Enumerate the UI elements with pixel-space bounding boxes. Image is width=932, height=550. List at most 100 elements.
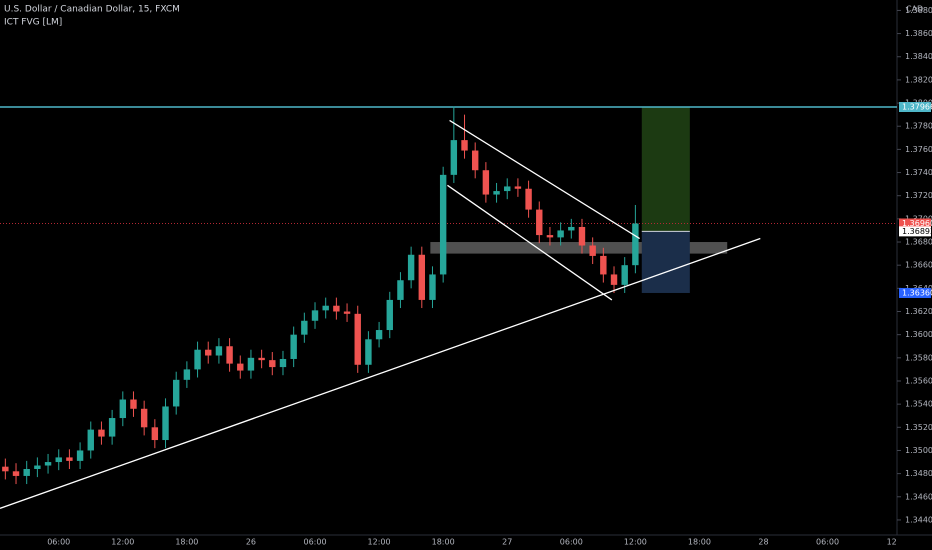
candle-body xyxy=(333,305,340,312)
x-tick-label: 26 xyxy=(246,538,256,547)
target-zone xyxy=(641,107,690,232)
price-label-box xyxy=(899,226,931,237)
candle-body xyxy=(269,360,276,368)
trendline xyxy=(0,237,761,509)
price-label: 1.36960 xyxy=(902,219,932,228)
candle-body xyxy=(568,226,575,231)
candle-body xyxy=(461,140,468,151)
x-tick-label: 18:00 xyxy=(688,538,711,547)
x-tick-label: 12:00 xyxy=(368,538,391,547)
candle-body xyxy=(386,299,393,331)
candle-body xyxy=(258,357,265,361)
x-tick-label: 27 xyxy=(502,538,512,547)
candle-body xyxy=(34,465,41,469)
candle-body xyxy=(98,429,105,437)
candle-body xyxy=(450,140,458,175)
candle-body xyxy=(237,363,244,371)
y-tick-label: 1.35400 xyxy=(905,400,932,409)
y-tick-label: 1.37600 xyxy=(905,145,932,154)
candle-body xyxy=(279,358,287,368)
candle-body xyxy=(429,274,436,300)
y-tick-label: 1.37800 xyxy=(905,122,932,131)
price-label-box xyxy=(899,218,931,229)
candle-body xyxy=(589,245,596,256)
candle-body xyxy=(87,429,94,451)
y-tick-label: 1.34800 xyxy=(905,469,932,478)
candle-body xyxy=(557,230,564,238)
candle-body xyxy=(536,209,543,236)
candle-body xyxy=(140,408,148,428)
indicator-name: ICT FVG [LM] xyxy=(4,18,62,28)
candle-body xyxy=(621,265,628,285)
candle-body xyxy=(322,305,329,311)
price-label-box xyxy=(899,287,931,298)
y-tick-label: 1.35600 xyxy=(905,376,932,385)
candle-body xyxy=(183,369,191,380)
x-tick-label: 28 xyxy=(758,538,768,547)
candle-body xyxy=(578,226,586,246)
candle-body xyxy=(215,346,223,356)
candle-body xyxy=(365,339,372,365)
candle-body xyxy=(162,406,169,441)
y-tick-label: 1.38200 xyxy=(905,75,932,84)
candle-body xyxy=(354,313,361,365)
y-tick-label: 1.34400 xyxy=(905,515,932,524)
candle-body xyxy=(343,311,351,314)
candle-body xyxy=(247,357,255,371)
trendline xyxy=(447,184,613,301)
candle-body xyxy=(66,457,73,461)
y-tick-label: 1.36600 xyxy=(905,261,932,270)
x-tick-label: 18:00 xyxy=(175,538,198,547)
price-label: 1.36360 xyxy=(902,288,932,297)
fvg-zone xyxy=(430,242,728,254)
candle-body xyxy=(301,320,308,335)
candle-body xyxy=(290,334,297,359)
candle-body xyxy=(172,379,180,407)
candle-body xyxy=(397,280,404,300)
candle-body xyxy=(130,399,137,409)
y-tick-label: 1.37400 xyxy=(905,168,932,177)
y-tick-label: 1.36200 xyxy=(905,307,932,316)
y-tick-label: 1.38600 xyxy=(905,29,932,38)
y-tick-label: 1.37200 xyxy=(905,191,932,200)
trendline xyxy=(449,119,640,240)
x-tick-label: 06:00 xyxy=(816,538,839,547)
candle-body xyxy=(375,330,383,340)
y-tick-label: 1.35200 xyxy=(905,423,932,432)
candle-body xyxy=(525,188,532,210)
chart-title: U.S. Dollar / Canadian Dollar, 15, FXCM xyxy=(4,5,180,15)
candle-body xyxy=(504,186,511,192)
candle-body xyxy=(632,223,639,266)
x-tick-label: 06:00 xyxy=(560,538,583,547)
candle-body xyxy=(194,349,201,370)
y-tick-label: 1.38400 xyxy=(905,52,932,61)
candle-body xyxy=(2,466,9,472)
x-tick-label: 18:00 xyxy=(432,538,455,547)
candle-body xyxy=(600,255,607,275)
y-tick-label: 1.34600 xyxy=(905,492,932,501)
currency: CAD xyxy=(906,5,923,14)
candle-body xyxy=(108,418,116,437)
candle-body xyxy=(482,170,490,195)
candle-body xyxy=(55,457,62,463)
y-tick-label: 1.35000 xyxy=(905,446,932,455)
candle-body xyxy=(151,427,159,441)
y-tick-label: 1.35800 xyxy=(905,353,932,362)
y-tick-label: 1.36800 xyxy=(905,238,932,247)
candle-body xyxy=(546,235,554,238)
candle-body xyxy=(76,450,84,461)
candle-body xyxy=(514,186,522,189)
candle-body xyxy=(205,349,212,356)
candle-body xyxy=(493,191,500,195)
candle-body xyxy=(439,174,447,275)
price-label: 1.37966 xyxy=(902,103,932,112)
x-tick-label: 12 xyxy=(887,538,897,547)
price-label-box xyxy=(899,102,931,112)
candle-body xyxy=(407,254,415,281)
candle-body xyxy=(119,399,127,419)
x-tick-label: 12:00 xyxy=(111,538,134,547)
candle-body xyxy=(418,254,426,300)
